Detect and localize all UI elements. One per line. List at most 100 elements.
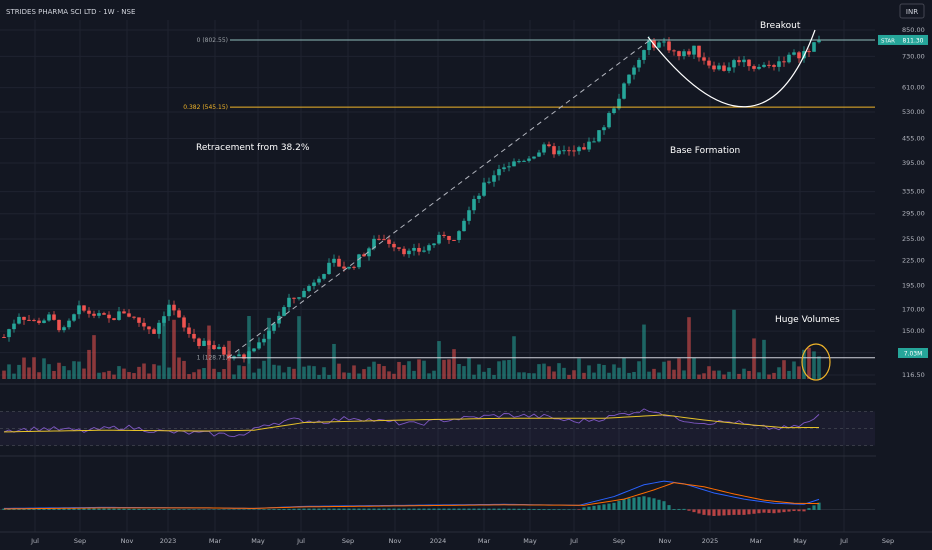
candle xyxy=(272,321,276,334)
macd-histogram-bar xyxy=(352,508,356,510)
time-tick-label: Sep xyxy=(613,537,625,545)
macd-histogram-bar xyxy=(807,508,811,510)
volume-bar xyxy=(107,370,111,379)
volume-bar xyxy=(167,367,171,379)
macd-histogram-bar xyxy=(252,509,256,510)
volume-bar xyxy=(207,325,211,379)
candle xyxy=(97,310,101,319)
volume-bar xyxy=(32,357,36,379)
candle xyxy=(777,56,781,72)
price-tick-label: 170.00 xyxy=(902,305,925,313)
volume-bar xyxy=(77,361,81,379)
volume-bar xyxy=(7,364,11,379)
volume-bar xyxy=(287,366,291,379)
price-tick-label: 455.00 xyxy=(902,134,925,142)
macd-histogram-bar xyxy=(532,508,536,510)
candle xyxy=(692,45,696,59)
volume-bar xyxy=(647,371,651,379)
macd-histogram-bar xyxy=(647,497,651,510)
candle xyxy=(622,82,626,100)
volume-bar xyxy=(767,374,771,379)
macd-histogram-bar xyxy=(222,509,226,510)
macd-histogram-bar xyxy=(727,509,731,516)
currency-button[interactable] xyxy=(899,3,925,19)
candle xyxy=(127,309,131,318)
volume-bar xyxy=(572,370,576,379)
macd-histogram-bar xyxy=(592,505,596,510)
volume-bar xyxy=(367,366,371,379)
candle xyxy=(442,231,446,239)
candle xyxy=(447,235,451,244)
candle xyxy=(582,143,586,151)
volume-bar xyxy=(817,356,821,379)
time-tick-label: 2024 xyxy=(430,537,447,545)
macd-histogram-bar xyxy=(637,496,641,510)
volume-bar xyxy=(587,365,591,379)
macd-histogram-bar xyxy=(232,509,236,510)
macd-histogram-bar xyxy=(612,502,616,510)
macd-histogram-bar xyxy=(457,508,461,510)
candle xyxy=(407,248,411,258)
time-tick-label: Mar xyxy=(750,537,763,545)
time-tick-label: Mar xyxy=(478,537,491,545)
candle xyxy=(387,235,391,248)
volume-last-label: 7.03M xyxy=(904,351,923,358)
volume-bar xyxy=(12,373,16,379)
volume-bar xyxy=(192,372,196,379)
volume-bar xyxy=(232,374,236,379)
volume-bar xyxy=(372,361,376,379)
macd-histogram-bar xyxy=(162,509,166,510)
candle xyxy=(467,206,471,225)
macd-histogram-bar xyxy=(472,508,476,510)
volume-bar xyxy=(147,373,151,379)
macd-histogram-bar xyxy=(387,508,391,510)
macd-histogram-bar xyxy=(477,508,481,510)
candle xyxy=(727,62,731,74)
volume-bar xyxy=(267,317,271,379)
macd-histogram-bar xyxy=(417,508,421,510)
volume-bar xyxy=(142,363,146,379)
macd-histogram-bar xyxy=(702,509,706,515)
macd-histogram-bar xyxy=(292,508,296,510)
volume-bar xyxy=(2,370,6,379)
candle xyxy=(782,56,786,67)
volume-bar xyxy=(677,358,681,379)
candle xyxy=(482,177,486,197)
time-tick-label: May xyxy=(251,537,265,545)
macd-histogram-bar xyxy=(552,509,556,510)
candle xyxy=(487,177,491,185)
macd-histogram-bar xyxy=(767,509,771,513)
candle xyxy=(437,231,441,245)
candle xyxy=(532,156,536,160)
candle xyxy=(107,311,111,323)
volume-bar xyxy=(17,364,21,379)
annotations-overlay: Retracement from 38.2% Base Formation Brea… xyxy=(196,21,840,381)
volume-bar xyxy=(537,364,541,379)
candle xyxy=(267,327,271,340)
macd-histogram-bar xyxy=(587,506,591,510)
macd-histogram-bar xyxy=(622,499,626,510)
candle xyxy=(62,325,66,333)
candle xyxy=(352,265,356,270)
macd-histogram-bar xyxy=(67,508,71,510)
macd-histogram-bar xyxy=(397,508,401,510)
macd-histogram-bar xyxy=(157,509,161,510)
volume-bar xyxy=(347,372,351,379)
macd-histogram-bar xyxy=(602,504,606,510)
volume-bar xyxy=(557,363,561,379)
candle xyxy=(102,311,106,315)
candle xyxy=(367,246,371,261)
candle xyxy=(452,239,456,241)
candle xyxy=(672,49,676,56)
macd-histogram-bar xyxy=(567,509,571,510)
volume-bar xyxy=(672,369,676,379)
volume-bar xyxy=(477,364,481,379)
volume-bar xyxy=(772,372,776,379)
volume-bar xyxy=(337,363,341,379)
macd-histogram-bar xyxy=(77,508,81,510)
macd-histogram-bar xyxy=(247,509,251,510)
candle xyxy=(322,273,326,281)
volume-bar xyxy=(692,357,696,379)
volume-bar xyxy=(627,372,631,379)
